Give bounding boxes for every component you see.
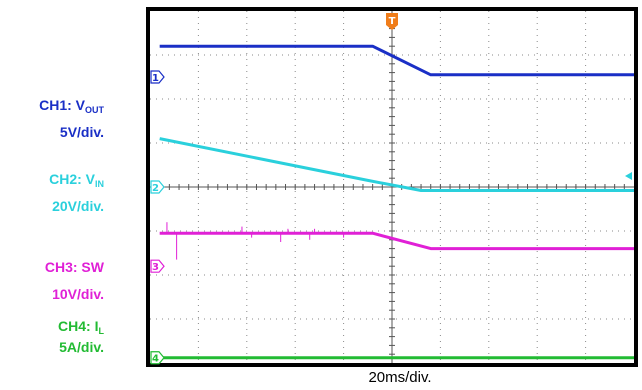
x-axis-label: 20ms/div. (368, 369, 432, 386)
ch3-label: CH3: SW 10V/div. (45, 259, 104, 313)
ch2-label: CH2: VIN 20V/div. (49, 171, 104, 220)
ch4-ground-marker (150, 351, 165, 365)
ch2-trace (159, 137, 634, 193)
ch1-channel: CH1: V (39, 97, 85, 113)
ch1-scale: 5V/div. (59, 124, 104, 140)
ch3-scale: 10V/div. (52, 286, 104, 302)
ch4-subscript: L (98, 326, 105, 336)
oscilloscope-display: 1 2 3 4 T (146, 7, 638, 367)
ch4-channel: CH4: I (58, 318, 99, 334)
ch2-ground-marker (150, 180, 165, 194)
ch2-subscript: IN (95, 179, 104, 189)
ch3-trace (159, 231, 634, 251)
ch1-trace (159, 44, 634, 77)
ch3-ground-marker-label: 3 (152, 262, 159, 273)
ch4-scale: 5A/div. (59, 339, 104, 355)
ch1-subscript: OUT (85, 105, 104, 115)
ch3-channel: CH3: SW (44, 259, 104, 275)
ch2-ground-marker-label: 2 (152, 183, 159, 194)
ch4-label: CH4: IL 5A/div. (58, 318, 104, 355)
ch1-label: CH1: VOUT 5V/div. (39, 97, 104, 146)
ch2-scale: 20V/div. (52, 198, 104, 214)
ch2-channel: CH2: V (49, 171, 95, 187)
trigger-marker (386, 13, 398, 30)
ch1-ground-marker-label: 1 (152, 73, 159, 84)
ch4-ground-marker-label: 4 (152, 354, 159, 365)
ch3-ground-marker (150, 259, 165, 273)
trigger-level-marker (625, 172, 632, 180)
ch1-ground-marker (150, 70, 165, 84)
trigger-marker-label: T (389, 16, 396, 27)
